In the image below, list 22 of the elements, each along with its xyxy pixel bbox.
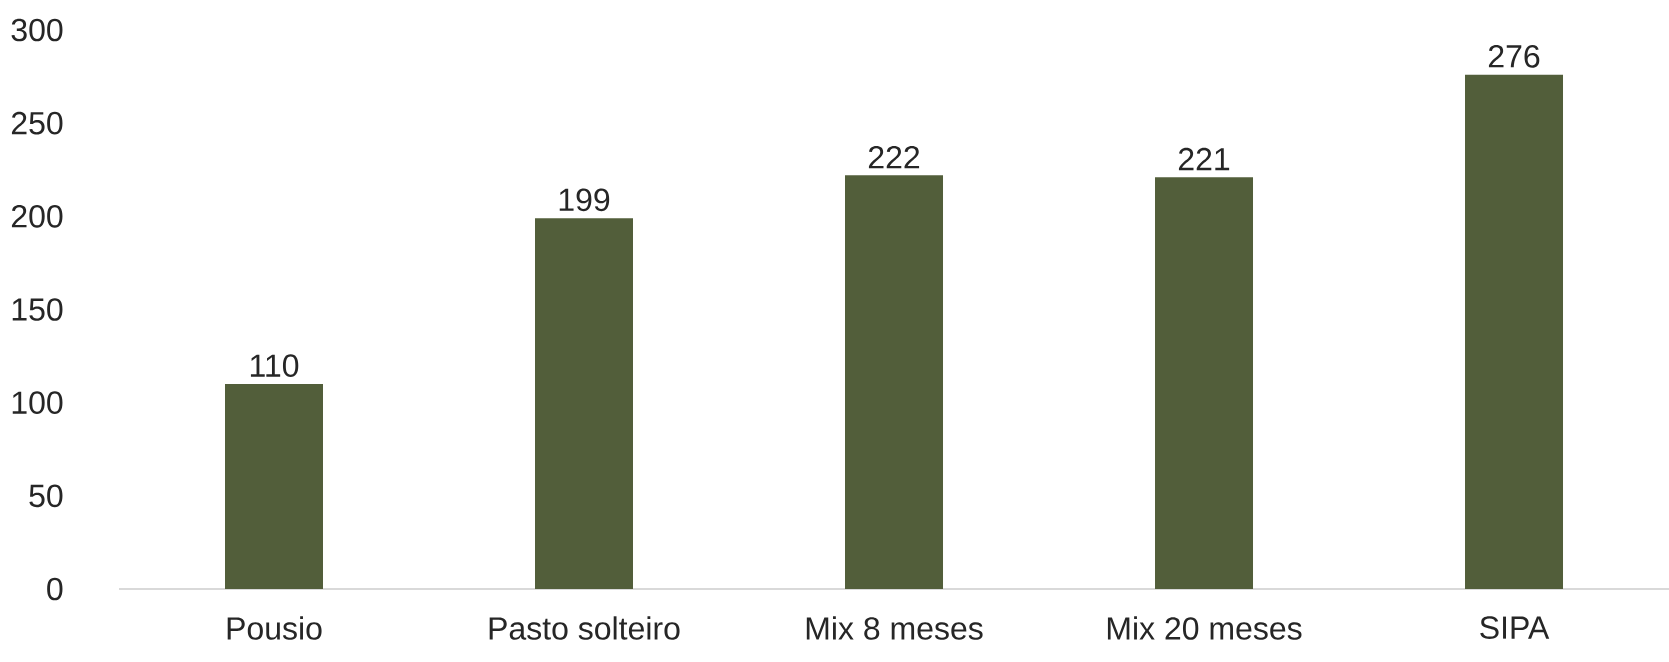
y-tick-label: 200	[11, 205, 63, 228]
data-label: 276	[1488, 45, 1540, 68]
y-tick-label: 150	[12, 298, 63, 321]
data-label: 222	[868, 145, 920, 169]
bar	[845, 175, 944, 589]
data-label: 221	[1178, 147, 1230, 171]
bar	[225, 384, 323, 589]
x-tick-label: Mix 20 meses	[1107, 616, 1302, 640]
y-tick-label: 300	[11, 18, 63, 42]
y-tick-label: 0	[47, 577, 63, 601]
data-label: 199	[559, 188, 610, 212]
bar	[535, 218, 633, 589]
x-tick-label: Mix 8 meses	[806, 616, 983, 640]
y-tick-label: 50	[29, 484, 63, 508]
y-tick-label: 100	[12, 391, 63, 414]
data-label: 110	[250, 354, 299, 377]
x-tick-label: Pousio	[227, 616, 322, 640]
x-tick-label: SIPA	[1480, 616, 1550, 639]
bar	[1155, 177, 1254, 589]
bar	[1465, 74, 1564, 589]
x-tick-label: Pasto solteiro	[489, 616, 680, 640]
y-tick-label: 250	[11, 111, 63, 135]
